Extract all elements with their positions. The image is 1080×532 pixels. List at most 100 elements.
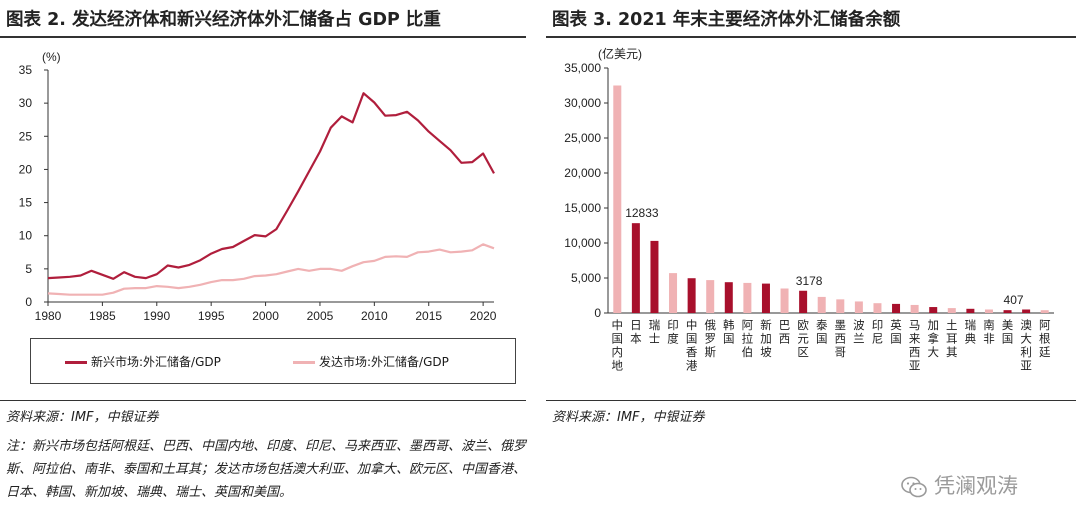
x-tick-label: 2005 bbox=[307, 309, 334, 323]
right-source: 资料来源：IMF，中银证券 bbox=[552, 410, 705, 425]
right-title-rule bbox=[546, 36, 1076, 38]
x-tick-label: 韩国 bbox=[723, 318, 735, 346]
bar-18 bbox=[947, 308, 956, 313]
left-note: 注：新兴市场包括阿根廷、巴西、中国内地、印度、印尼、马来西亚、墨西哥、波兰、俄罗… bbox=[6, 439, 527, 500]
y-tick-label: 20 bbox=[19, 162, 33, 176]
x-tick-label: 1995 bbox=[198, 309, 225, 323]
watermark-text: 凭澜观涛 bbox=[934, 474, 1018, 498]
bar-2 bbox=[650, 240, 659, 313]
x-tick-char: 哥 bbox=[835, 346, 847, 359]
x-tick-char: 亚 bbox=[909, 361, 921, 373]
y-tick-label: 0 bbox=[25, 295, 32, 309]
x-tick-char: 新 bbox=[760, 318, 772, 332]
x-tick-label: 欧元区 bbox=[797, 319, 809, 359]
y-axis-label: (%) bbox=[42, 50, 61, 64]
legend-label-emerging: 新兴市场:外汇储备/GDP bbox=[91, 355, 221, 369]
line-chart: (%) 0 5 10 15 20 25 30 35 1980 1985 1990 1995 2000 200… bbox=[19, 50, 497, 323]
bar-3 bbox=[669, 273, 678, 313]
x-tick-char: 地 bbox=[612, 360, 624, 373]
x-tick-label: 2020 bbox=[470, 309, 497, 323]
x-tick-label: 英国 bbox=[890, 318, 902, 346]
legend-swatch-developed bbox=[293, 361, 315, 364]
x-tick-label: 瑞典 bbox=[965, 318, 977, 346]
x-tick-char: 大 bbox=[927, 345, 939, 359]
x-tick-label: 波兰 bbox=[853, 319, 865, 346]
x-tick-char: 廷 bbox=[1039, 346, 1051, 359]
y-tick-label: 25,000 bbox=[564, 131, 601, 145]
bar-16 bbox=[910, 304, 919, 313]
y-tick-label: 10 bbox=[19, 229, 33, 243]
bar-6 bbox=[724, 282, 733, 313]
left-panel: 图表 2. 发达经济体和新兴经济体外汇储备占 GDP 比重 (%) 0 5 10 15 2… bbox=[0, 0, 530, 532]
x-tick-label: 土耳其 bbox=[946, 319, 958, 359]
x-tick-label: 阿拉伯 bbox=[742, 319, 754, 359]
y-tick-label: 15,000 bbox=[564, 201, 601, 215]
data-label: 12833 bbox=[625, 206, 659, 220]
y-tick-label: 35 bbox=[19, 63, 33, 77]
bar-19 bbox=[966, 308, 975, 313]
x-tick-char: 阿 bbox=[1039, 319, 1051, 332]
bar-22 bbox=[1022, 309, 1031, 313]
x-tick-char: 加 bbox=[760, 333, 772, 346]
x-tick-char: 区 bbox=[797, 347, 809, 359]
x-tick-char: 根 bbox=[1039, 332, 1051, 346]
x-tick-label: 南非 bbox=[983, 318, 995, 346]
x-tick-char: 典 bbox=[965, 332, 977, 346]
bar-14 bbox=[873, 303, 882, 313]
x-tick-char: 其 bbox=[946, 346, 958, 359]
x-tick-label: 日本 bbox=[630, 320, 642, 346]
x-tick-char: 来 bbox=[909, 333, 921, 346]
x-tick-char: 美 bbox=[1002, 318, 1014, 332]
x-tick-char: 拉 bbox=[742, 332, 754, 346]
x-tick-label: 2015 bbox=[415, 309, 442, 323]
bar-21 bbox=[1003, 310, 1012, 313]
x-tick-char: 欧 bbox=[797, 319, 809, 332]
x-tick-label: 新加坡 bbox=[760, 318, 772, 359]
x-tick-char: 澳 bbox=[1020, 319, 1032, 332]
x-tick-char: 港 bbox=[686, 360, 698, 373]
x-tick-char: 英 bbox=[890, 318, 902, 332]
left-source: 资料来源：IMF，中银证券 bbox=[6, 410, 159, 425]
y-tick-label: 5,000 bbox=[571, 271, 601, 285]
x-tick-char: 南 bbox=[983, 318, 995, 332]
x-tick-char: 土 bbox=[946, 319, 958, 332]
x-tick-char: 马 bbox=[909, 319, 921, 332]
x-tick-label: 1980 bbox=[35, 309, 62, 323]
x-tick-char: 俄 bbox=[704, 319, 716, 332]
x-tick-char: 大 bbox=[1020, 332, 1032, 346]
legend-item-emerging: 新兴市场:外汇储备/GDP bbox=[65, 353, 221, 370]
bar-1 bbox=[631, 223, 640, 313]
right-source-rule bbox=[546, 400, 1076, 401]
x-tick-char: 本 bbox=[630, 332, 642, 346]
x-tick-char: 尼 bbox=[872, 333, 884, 346]
x-tick-char: 士 bbox=[649, 333, 661, 346]
x-tick-label: 2010 bbox=[361, 309, 388, 323]
y-tick-label: 35,000 bbox=[564, 61, 601, 75]
x-tick-label: 印尼 bbox=[872, 319, 884, 346]
wechat-icon bbox=[901, 476, 927, 498]
x-tick-label: 巴西 bbox=[779, 320, 791, 346]
x-tick-char: 印 bbox=[667, 319, 679, 332]
x-tick-char: 国 bbox=[1002, 333, 1014, 346]
x-tick-label: 1985 bbox=[89, 309, 116, 323]
y-tick-label: 25 bbox=[19, 129, 33, 143]
x-tick-label: 墨西哥 bbox=[835, 319, 847, 359]
bar-11 bbox=[817, 296, 826, 313]
bar-9 bbox=[780, 288, 789, 313]
x-tick-label: 阿根廷 bbox=[1039, 319, 1051, 359]
x-tick-char: 加 bbox=[927, 319, 939, 332]
x-tick-char: 内 bbox=[612, 345, 624, 359]
x-tick-char: 香 bbox=[686, 346, 698, 359]
x-tick-label: 1990 bbox=[143, 309, 170, 323]
x-tick-char: 阿 bbox=[742, 319, 754, 332]
x-tick-char: 韩 bbox=[723, 318, 735, 332]
x-tick-char: 国 bbox=[816, 333, 828, 346]
x-tick-char: 坡 bbox=[760, 346, 772, 359]
x-tick-label: 马来西亚 bbox=[909, 319, 921, 373]
left-chart-title: 图表 2. 发达经济体和新兴经济体外汇储备占 GDP 比重 bbox=[6, 10, 441, 30]
bar-13 bbox=[854, 301, 863, 313]
x-tick-char: 墨 bbox=[835, 319, 847, 332]
y-tick-label: 5 bbox=[25, 262, 32, 276]
bar-12 bbox=[836, 299, 845, 313]
bar-chart: (亿美元) 0 5,000 10,000 15,000 20,000 25,000 30,00… bbox=[564, 46, 1054, 373]
